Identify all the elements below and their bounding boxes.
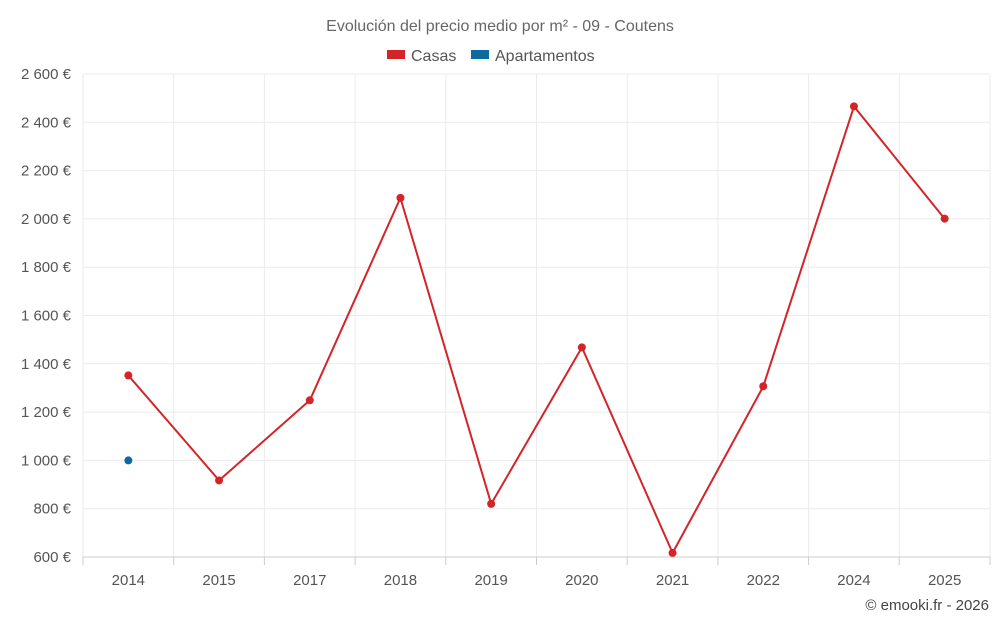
- legend-swatch-apartamentos[interactable]: [471, 50, 489, 59]
- legend-label-apartamentos[interactable]: Apartamentos: [495, 48, 595, 65]
- data-point-apartamentos[interactable]: [124, 456, 133, 465]
- y-tick-label: 600 €: [33, 549, 71, 566]
- chart-title: Evolución del precio medio por m² - 09 -…: [326, 18, 674, 35]
- x-tick-label: 2018: [384, 572, 417, 589]
- gridlines: [82, 73, 991, 557]
- legend: Casas Apartamentos: [387, 48, 595, 65]
- data-point-casas[interactable]: [940, 214, 949, 223]
- series-line-casas: [127, 105, 946, 554]
- legend-swatch-casas[interactable]: [387, 50, 405, 59]
- data-point-casas[interactable]: [577, 343, 586, 352]
- y-tick-label: 1 800 €: [21, 259, 72, 276]
- x-axis: 2014 2015 2017 2018 2019 2020 2021 2022 2024 2025: [82, 556, 991, 589]
- y-tick-label: 800 €: [33, 501, 71, 518]
- x-tick-label: 2015: [202, 572, 235, 589]
- y-tick-label: 2 400 €: [21, 114, 72, 131]
- data-point-casas[interactable]: [849, 102, 858, 111]
- plot-area: [124, 102, 949, 557]
- x-tick-label: 2022: [747, 572, 780, 589]
- x-tick-label: 2014: [112, 572, 145, 589]
- legend-label-casas[interactable]: Casas: [411, 48, 456, 65]
- data-point-casas[interactable]: [396, 193, 405, 202]
- y-tick-label: 1 600 €: [21, 308, 72, 325]
- y-tick-label: 2 600 €: [21, 66, 72, 83]
- y-tick-label: 1 000 €: [21, 452, 72, 469]
- x-tick-label: 2017: [293, 572, 326, 589]
- x-tick-label: 2025: [928, 572, 961, 589]
- y-tick-label: 2 200 €: [21, 163, 72, 180]
- data-point-casas[interactable]: [305, 396, 314, 405]
- y-axis: 600 € 800 € 1 000 € 1 200 € 1 400 € 1 600 € 1 …: [21, 66, 72, 566]
- x-tick-label: 2024: [837, 572, 870, 589]
- y-tick-label: 1 200 €: [21, 404, 72, 421]
- credit-text: © emooki.fr - 2026: [865, 597, 989, 614]
- data-point-casas[interactable]: [759, 382, 768, 391]
- data-point-casas[interactable]: [668, 548, 677, 557]
- data-point-casas[interactable]: [215, 476, 224, 485]
- y-tick-label: 2 000 €: [21, 211, 72, 228]
- x-tick-label: 2021: [656, 572, 689, 589]
- x-tick-label: 2020: [565, 572, 598, 589]
- x-tick-label: 2019: [474, 572, 507, 589]
- data-point-casas[interactable]: [124, 371, 133, 380]
- data-point-casas[interactable]: [487, 499, 496, 508]
- y-tick-label: 1 400 €: [21, 356, 72, 373]
